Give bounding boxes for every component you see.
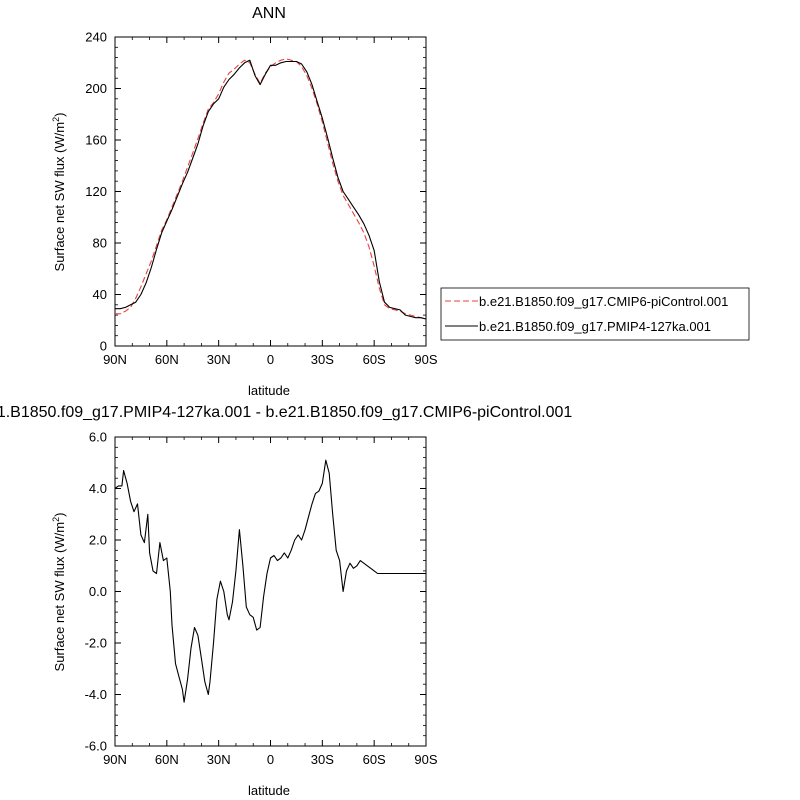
y-axis-label: Surface net SW flux (W/m2) (51, 513, 67, 672)
series-line-2-0 (114, 459, 426, 703)
x-tick-label: 90N (103, 352, 127, 367)
y-tick-label: -4.0 (85, 687, 107, 702)
x-tick-label: 30S (311, 352, 334, 367)
x-tick-label: 30S (311, 752, 334, 767)
legend-label-127ka: b.e21.B1850.f09_g17.PMIP4-127ka.001 (479, 319, 711, 334)
x-tick-label: 60S (363, 352, 386, 367)
x-tick-label: 90S (414, 752, 437, 767)
plot-frame (114, 36, 427, 347)
chart-top-panel: ANN 90N 60N 30N 0 30S 60S 90S 0 40 80 120 160 200 240… (51, 5, 750, 398)
series-lines (114, 459, 426, 703)
y-tick-label: -6.0 (85, 739, 107, 754)
y-tick-label: 0.0 (89, 584, 107, 599)
y-tick-label: 2.0 (89, 533, 107, 548)
x-tick-label: 90N (103, 752, 127, 767)
y-tick-label: 120 (85, 184, 107, 199)
x-axis-label: latitude (248, 383, 290, 398)
legend-label-picontrol: b.e21.B1850.f09_g17.CMIP6-piControl.001 (479, 294, 728, 309)
x-tick-label: 0 (267, 352, 274, 367)
x-tick-label: 90S (414, 352, 437, 367)
axis-ticks: 90N 60N 30N 0 30S 60S 90S -6.0 -4.0 -2.0 0.0 2.0 4.0… (85, 430, 438, 768)
series-line-1-1 (115, 59, 427, 320)
axis-ticks: 90N 60N 30N 0 30S 60S 90S 0 40 80 120 160 200 240 (85, 30, 438, 368)
y-tick-label: 160 (85, 133, 107, 148)
y-tick-label: 4.0 (89, 481, 107, 496)
difference-chart-title: b.e21.B1850.f09_g17.PMIP4-127ka.001 - b.… (0, 404, 572, 421)
plot-frame (114, 436, 427, 747)
y-tick-label: 240 (85, 30, 107, 45)
x-tick-label: 60N (155, 352, 179, 367)
y-tick-label: 0 (100, 339, 107, 354)
x-tick-label: 60N (155, 752, 179, 767)
x-tick-label: 0 (267, 752, 274, 767)
y-axis-label: Surface net SW flux (W/m2) (51, 113, 67, 272)
x-tick-label: 60S (363, 752, 386, 767)
legend: b.e21.B1850.f09_g17.CMIP6-piControl.001 … (440, 287, 750, 341)
legend-box (440, 287, 750, 341)
series-lines (115, 58, 427, 320)
y-tick-label: 6.0 (89, 430, 107, 445)
chart-title: ANN (252, 5, 286, 22)
x-tick-label: 30N (207, 752, 231, 767)
y-tick-label: 200 (85, 81, 107, 96)
y-tick-label: -2.0 (85, 636, 107, 651)
chart-bottom-panel: b.e21.B1850.f09_g17.PMIP4-127ka.001 - b.… (0, 404, 572, 798)
y-tick-label: 40 (93, 287, 107, 302)
x-axis-label: latitude (248, 783, 290, 798)
y-tick-label: 80 (93, 236, 107, 251)
x-tick-label: 30N (207, 352, 231, 367)
